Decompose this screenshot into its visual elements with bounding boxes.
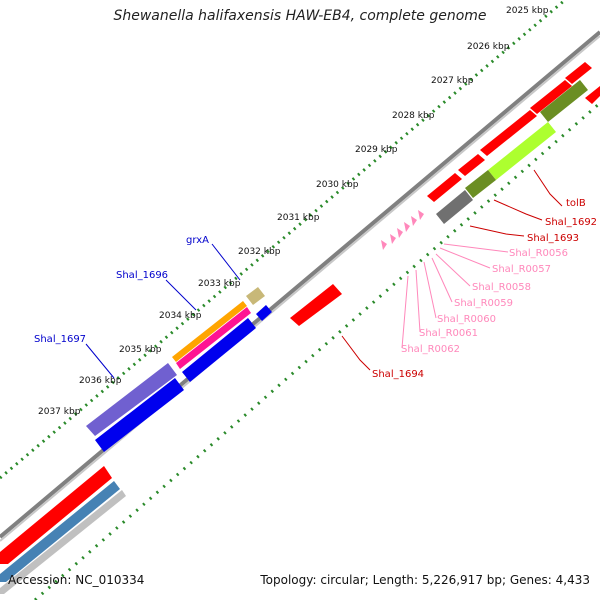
gene-label-shal-r0062: Shal_R0062 [401, 344, 460, 355]
kbp-tick-label: 2032 kbp [238, 247, 281, 257]
cds-gene-steel [0, 481, 120, 582]
gene-label-grxA: grxA [186, 235, 209, 246]
gene-cluster-top-right [427, 62, 600, 224]
gene-label-shal-1697: Shal_1697 [34, 334, 86, 345]
trna-marker [381, 240, 387, 250]
kbp-tick-label: 2031 kbp [277, 213, 320, 223]
kbp-tick-label: 2029 kbp [355, 145, 398, 155]
cds-gene-olive [465, 170, 496, 198]
leader-r0060 [423, 261, 437, 319]
trna-marker [411, 216, 417, 226]
cds-gene [427, 173, 462, 202]
cds-gene-magenta [176, 307, 251, 369]
trna-marker [397, 228, 403, 238]
gene-label-shal-r0057: Shal_R0057 [492, 264, 551, 275]
cds-gene-gray [436, 190, 473, 224]
genome-backbone [0, 30, 600, 539]
gene-label-shal-1696: Shal_1696 [116, 270, 168, 281]
map-title: Shewanella halifaxensis HAW-EB4, complet… [113, 8, 487, 24]
cds-gene-orange [172, 301, 247, 362]
kbp-tick-label: 2037 kbp [38, 407, 81, 417]
genome-backbone-shade [0, 35, 600, 542]
kbp-tick-label: 2036 kbp [79, 376, 122, 386]
leader-shal-1693 [469, 225, 525, 237]
gene-label-shal-r0056: Shal_R0056 [509, 248, 568, 259]
cds-gene-blue [182, 318, 256, 382]
accession-label: Accession: NC_010334 [8, 573, 145, 587]
kbp-tick-label: 2027 kbp [431, 76, 474, 86]
leader-shal-1692 [493, 199, 543, 221]
gene-label-shal-1693: Shal_1693 [527, 233, 579, 244]
kbp-tick-label: 2033 kbp [198, 279, 241, 289]
kbp-tick-label: 2030 kbp [316, 180, 359, 190]
cds-gene-tan [246, 287, 265, 305]
leader-r0058 [435, 253, 471, 287]
gene-label-shal-1694: Shal_1694 [372, 369, 424, 380]
leader-shal-1697 [85, 343, 115, 379]
cds-gene [530, 80, 572, 114]
cds-gene-purple [86, 363, 177, 436]
trna-cluster [381, 210, 424, 250]
leader-r0057 [439, 247, 491, 269]
leader-tolB [533, 169, 563, 207]
genome-summary: Topology: circular; Length: 5,226,917 bp… [260, 573, 590, 587]
cds-gene-olive [540, 80, 588, 122]
gene-label-tolB: tolB [566, 198, 586, 209]
gene-label-shal-1692: Shal_1692 [545, 217, 597, 228]
leader-grxA [211, 243, 241, 281]
cds-gene-lime [488, 122, 556, 180]
cds-gene [0, 466, 112, 564]
kbp-tick-label: 2026 kbp [467, 42, 510, 52]
cds-gene-blue [95, 378, 184, 452]
gene-label-shal-r0060: Shal_R0060 [437, 314, 496, 325]
gene-label-shal-r0059: Shal_R0059 [454, 298, 513, 309]
kbp-tick-label: 2034 kbp [159, 311, 202, 321]
gene-label-shal-r0061: Shal_R0061 [419, 328, 478, 339]
cds-gene [480, 110, 537, 156]
leader-r0059 [431, 257, 453, 303]
leader-shal-1694 [341, 335, 371, 371]
leader-r0062 [401, 275, 409, 349]
leader-shal-1696 [165, 279, 197, 311]
leader-r0056 [443, 243, 509, 253]
kbp-tick-label: 2025 kbp [506, 6, 549, 16]
outer-ruler [0, 0, 566, 480]
cds-gene-light [0, 490, 126, 594]
cds-gene-blue-small [256, 305, 272, 321]
gene-cluster-bottom-left [0, 466, 126, 594]
cds-gene [458, 154, 485, 176]
label-leaders [85, 169, 563, 379]
trna-marker [404, 222, 410, 232]
trna-marker [390, 234, 396, 244]
trna-marker [418, 210, 424, 220]
cds-gene-shal-1694 [290, 284, 342, 326]
kbp-tick-label: 2035 kbp [119, 345, 162, 355]
kbp-tick-label: 2028 kbp [392, 111, 435, 121]
gene-cluster-middle [86, 287, 272, 452]
cds-gene-red-far [585, 86, 600, 104]
leader-r0061 [415, 269, 421, 333]
gene-label-shal-r0058: Shal_R0058 [472, 282, 531, 293]
cds-gene [565, 62, 592, 84]
